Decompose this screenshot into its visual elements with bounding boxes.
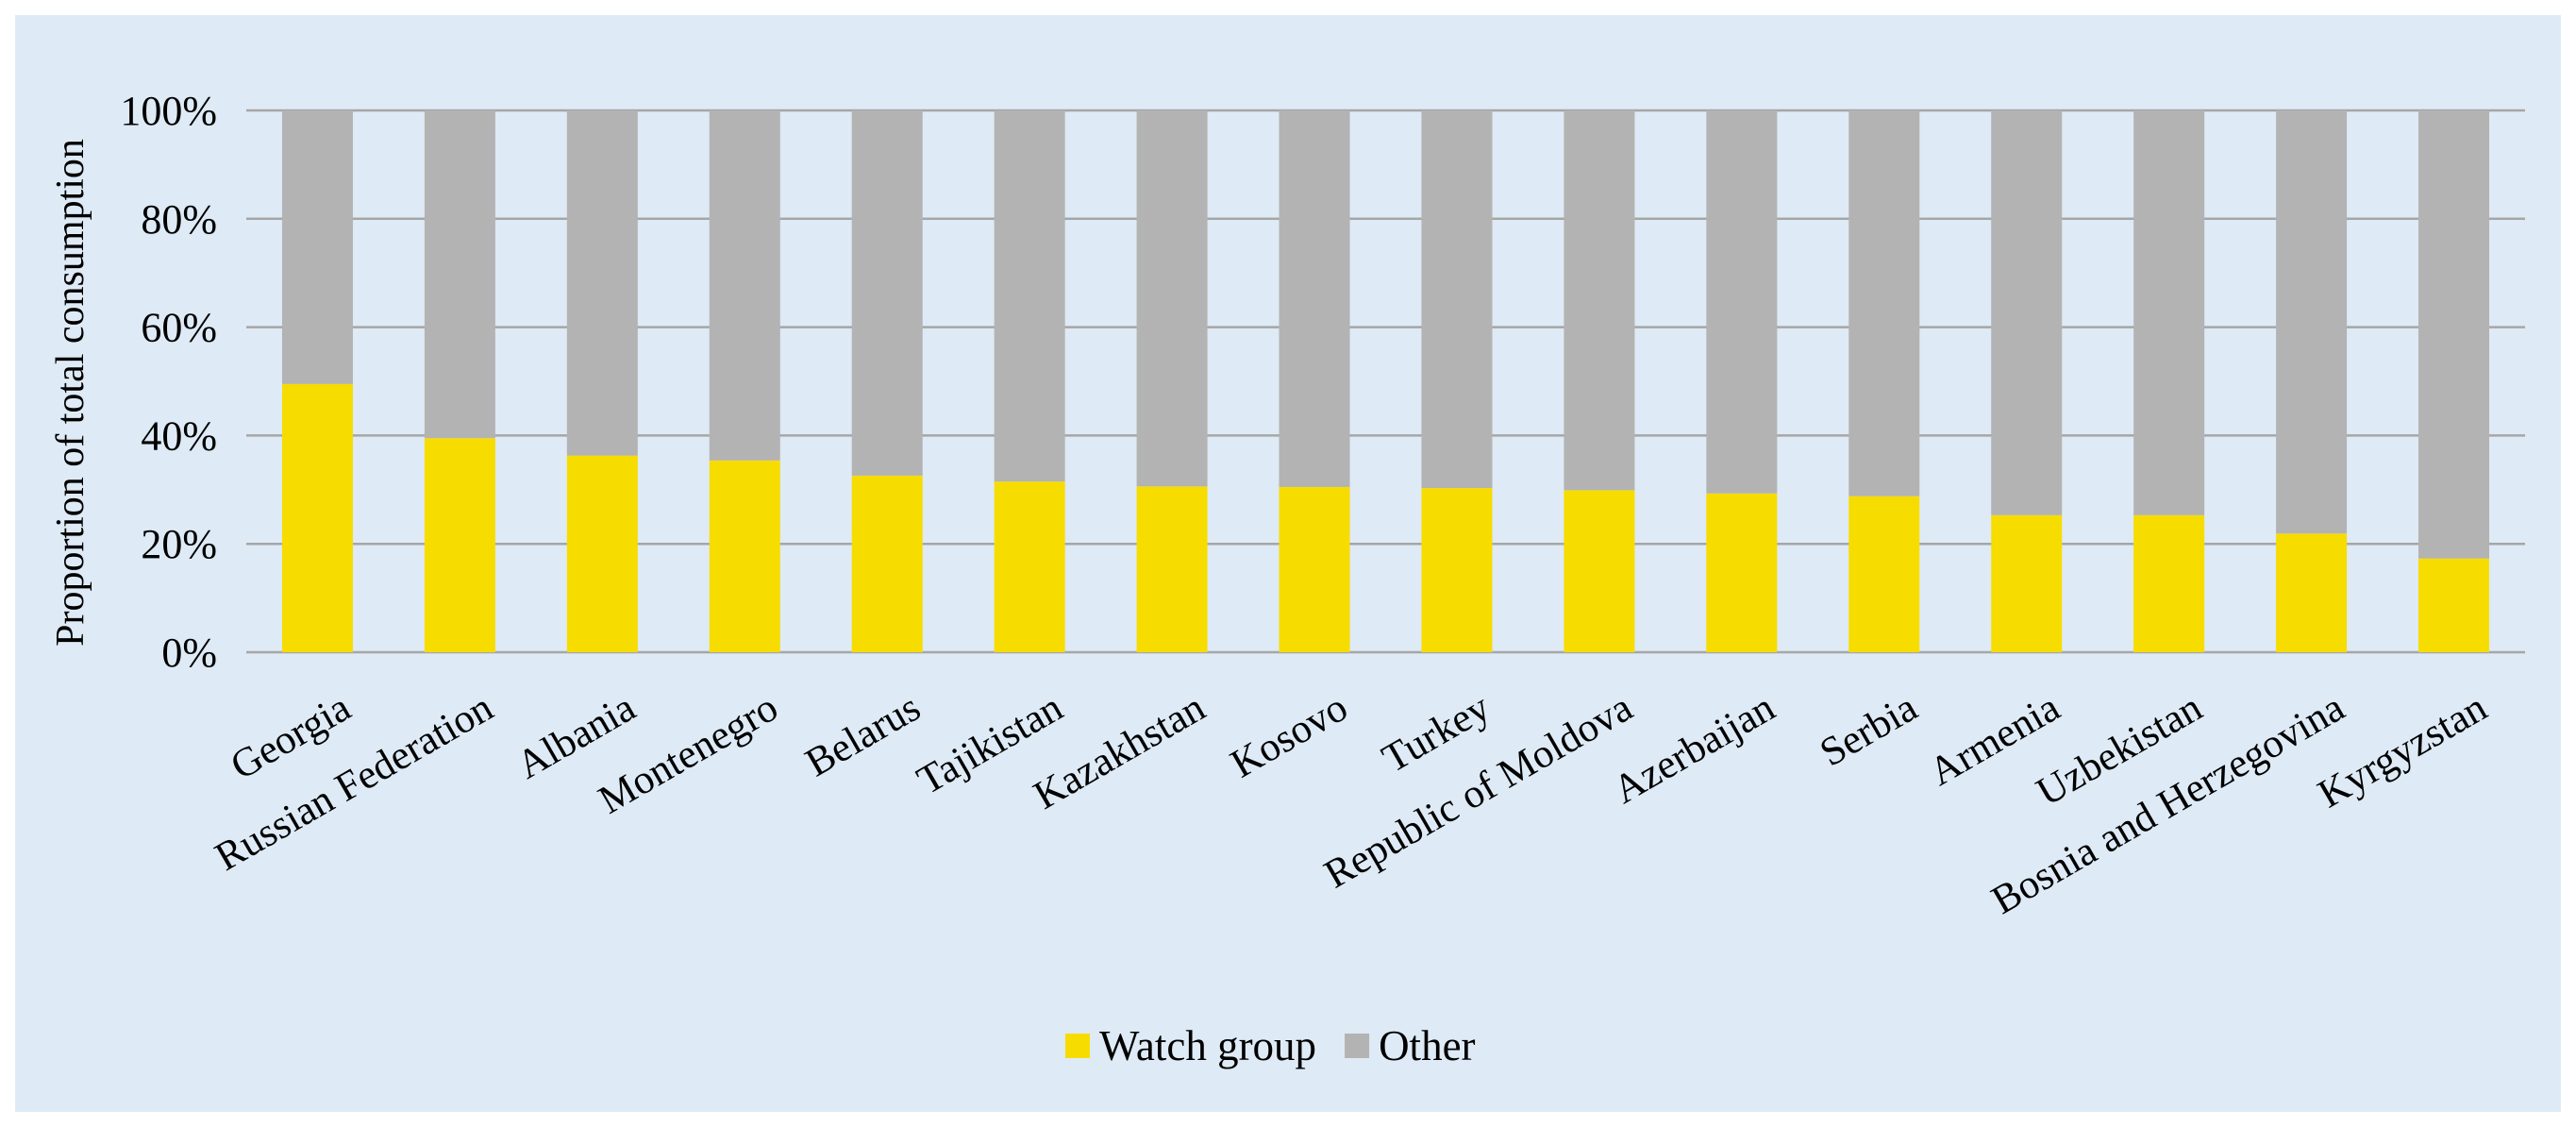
bar-other — [994, 110, 1065, 482]
y-tick-labels: 0% 20% 40% 60% 80% 100% — [120, 88, 217, 676]
bar-watch-group — [1564, 490, 1635, 652]
bar-watch-group — [709, 460, 780, 652]
bar-other — [1136, 110, 1208, 487]
bar-watch-group — [1706, 493, 1778, 652]
bar-other — [851, 110, 923, 476]
bar-other — [566, 110, 638, 456]
bar-other — [424, 110, 495, 439]
bar-watch-group — [281, 383, 353, 652]
bar-other — [1421, 110, 1493, 489]
legend-swatch — [1345, 1034, 1370, 1058]
bar-other — [2418, 110, 2490, 559]
bar-other — [1991, 110, 2063, 515]
legend-label: Watch group — [1099, 1022, 1316, 1069]
bar-other — [709, 110, 780, 461]
y-tick-label: 60% — [141, 305, 217, 351]
bar-other — [281, 110, 353, 384]
legend-swatch — [1065, 1034, 1090, 1058]
bar-watch-group — [566, 455, 638, 652]
bar-watch-group — [1279, 486, 1350, 652]
bar-other — [1706, 110, 1778, 494]
y-axis-title: Proportion of total consumption — [49, 139, 92, 647]
category-label: Azerbaijan — [1606, 685, 1782, 813]
bar-watch-group — [2133, 514, 2205, 652]
bar-other — [2276, 110, 2348, 534]
category-label: Serbia — [1813, 685, 1925, 776]
bar-watch-group — [994, 481, 1065, 652]
y-tick-label: 20% — [141, 521, 217, 567]
bar-watch-group — [1991, 514, 2063, 652]
y-tick-label: 40% — [141, 412, 217, 459]
y-tick-label: 80% — [141, 196, 217, 243]
category-label: Belarus — [798, 685, 928, 785]
bar-other — [1279, 110, 1350, 487]
y-tick-label: 0% — [161, 630, 217, 676]
bar-watch-group — [424, 438, 495, 652]
bar-watch-group — [2276, 533, 2348, 652]
bar-watch-group — [1421, 488, 1493, 652]
bar-watch-group — [1136, 486, 1208, 652]
category-label: Kosovo — [1224, 685, 1355, 787]
bar-watch-group — [851, 475, 923, 652]
y-tick-label: 100% — [120, 88, 217, 134]
bar-other — [2133, 110, 2205, 515]
bar-other — [1848, 110, 1920, 496]
legend: Watch group Other — [1065, 1022, 1476, 1069]
bar-watch-group — [2418, 558, 2490, 652]
legend-label: Other — [1379, 1022, 1475, 1069]
bar-other — [1564, 110, 1635, 491]
chart-frame: 0% 20% 40% 60% 80% 100% Georgia Russian Federa… — [15, 15, 2561, 1112]
bar-watch-group — [1848, 496, 1920, 652]
bars — [281, 110, 2490, 652]
